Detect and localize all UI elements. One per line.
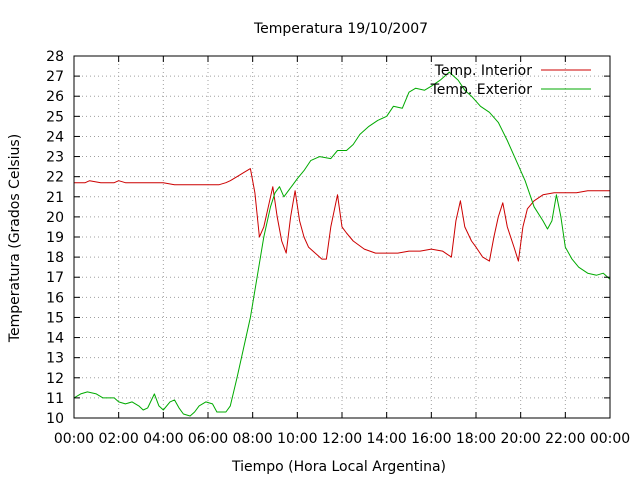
- y-tick-label: 25: [46, 109, 64, 125]
- x-tick-label: 18:00: [456, 431, 496, 447]
- y-tick-label: 23: [46, 150, 64, 166]
- x-tick-label: 16:00: [411, 431, 451, 447]
- y-tick-label: 22: [46, 170, 64, 186]
- y-tick-label: 28: [46, 49, 64, 65]
- x-tick-label: 14:00: [366, 431, 406, 447]
- series-layer: [73, 71, 611, 417]
- series-line-exterior: [73, 71, 611, 417]
- y-tick-label: 27: [46, 69, 64, 85]
- y-tick-label: 13: [46, 351, 64, 367]
- tick-marks: [73, 55, 611, 419]
- y-tick-label: 14: [46, 331, 64, 347]
- x-tick-label: 08:00: [232, 431, 272, 447]
- x-tick-label: 10:00: [277, 431, 317, 447]
- y-tick-labels: 10 11 12 13 14 15 16 17 18 19 20 21 22 23 24 25 26 27 28: [46, 49, 64, 427]
- y-tick-label: 15: [46, 310, 64, 326]
- legend-label-interior: Temp. Interior: [434, 63, 533, 79]
- y-tick-label: 10: [46, 411, 64, 427]
- x-tick-label: 02:00: [98, 431, 138, 447]
- y-tick-label: 12: [46, 371, 64, 387]
- x-tick-labels: 00:00 02:00 04:00 06:00 08:00 10:00 12:00 14:00…: [54, 431, 630, 447]
- x-tick-label: 06:00: [188, 431, 228, 447]
- y-tick-label: 26: [46, 89, 64, 105]
- y-tick-label: 19: [46, 230, 64, 246]
- legend-label-exterior: Temp. Exterior: [430, 82, 533, 98]
- y-tick-label: 18: [46, 250, 64, 266]
- x-tick-label: 22:00: [545, 431, 585, 447]
- x-tick-label: 12:00: [322, 431, 362, 447]
- y-tick-label: 21: [46, 190, 64, 206]
- y-tick-label: 17: [46, 270, 64, 286]
- x-tick-label: 04:00: [143, 431, 183, 447]
- legend: Temp. Interior Temp. Exterior: [430, 63, 591, 98]
- x-tick-label: 00:00: [54, 431, 94, 447]
- x-tick-label: 00:00: [590, 431, 630, 447]
- x-axis-label: Tiempo (Hora Local Argentina): [231, 459, 446, 475]
- grid: [74, 56, 610, 418]
- y-tick-label: 24: [46, 129, 64, 145]
- y-tick-label: 16: [46, 290, 64, 306]
- y-tick-label: 20: [46, 210, 64, 226]
- series-line-interior: [74, 168, 610, 262]
- chart-title: Temperatura 19/10/2007: [253, 21, 428, 37]
- y-tick-label: 11: [46, 391, 64, 407]
- x-tick-label: 20:00: [500, 431, 540, 447]
- y-axis-label: Temperatura (Grados Celsius): [7, 134, 23, 343]
